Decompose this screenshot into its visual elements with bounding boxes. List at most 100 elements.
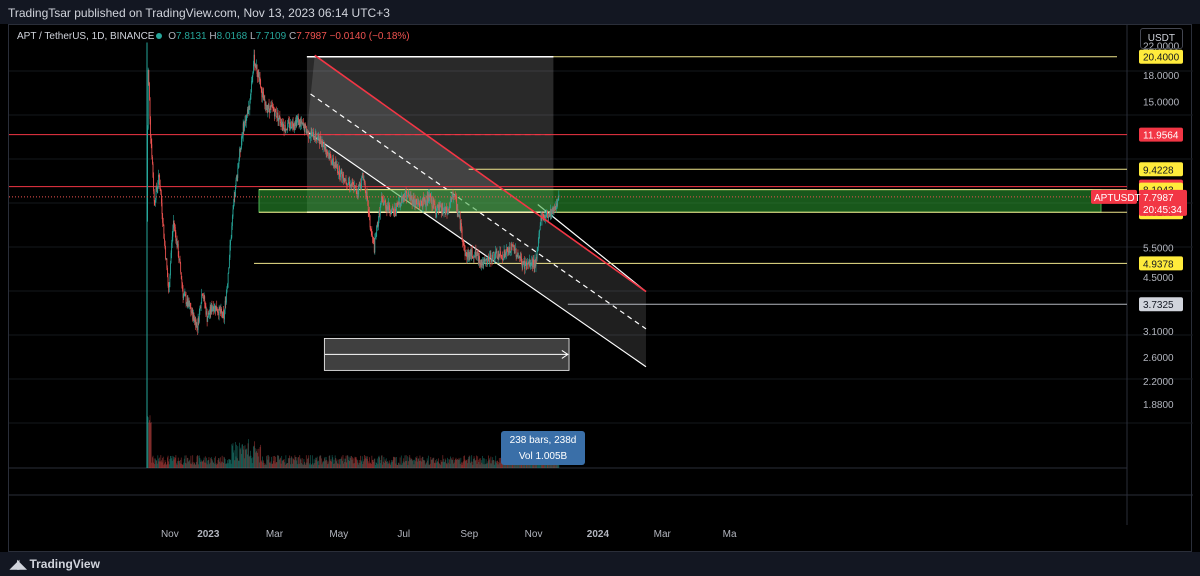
candle-body [201,294,203,295]
candle-body [170,252,172,263]
candle-body [223,313,225,320]
candle-body [200,306,201,309]
volume-bar [180,457,182,468]
candle-body [224,300,226,311]
volume-bar [495,462,497,468]
candle-body [397,201,399,206]
candle-body [284,124,286,132]
volume-bar [366,459,368,468]
volume-bar [525,462,527,468]
volume-bar [289,458,291,468]
price-chart[interactable]: 22.0000 18.0000 15.0000 5.5000 4.5000 3.1000 2… [9,25,1193,553]
candle-body [488,256,489,262]
candle-body [255,65,257,70]
volume-bar [287,457,289,468]
candle-body [522,262,524,264]
candle-body [197,325,198,331]
candle-body [375,236,377,238]
volume-bar [286,463,288,468]
volume-bar [257,452,259,468]
candle-body [200,303,202,309]
candle-body [361,177,363,187]
volume-bar [265,464,267,468]
candle-body [399,202,400,204]
price-label-box [1139,49,1183,64]
candle-body [515,248,517,257]
candle-body [260,79,262,88]
candle-body [253,64,254,73]
volume-bar [439,464,441,468]
channel-lower-line [306,131,647,368]
currency-button[interactable]: USDT [1139,28,1183,49]
candle-body [155,187,157,201]
volume-bar [197,455,198,468]
volume-bar [179,460,180,468]
brand-name: TradingView [29,557,100,571]
volume-bar [182,464,183,468]
candle-body [412,203,414,205]
candle-body [334,164,335,168]
volume-bar [197,455,199,468]
candle-body [243,122,245,131]
candle-body [432,199,434,209]
volume-bar [405,455,407,468]
candle-body [268,104,270,109]
candle-body [339,176,341,177]
volume-bar [175,455,177,468]
x-tick-label: Mar [654,529,672,540]
candle-body [278,115,280,118]
candle-body [542,214,544,216]
candle-body [525,261,527,265]
volume-bar [219,461,221,468]
volume-bar [449,459,450,468]
volume-bar [155,460,157,468]
candle-body [188,300,190,307]
candle-body [405,189,406,197]
candle-body [413,197,415,205]
price-label-box [1139,297,1183,312]
volume-bar [406,460,408,468]
volume-bar [303,459,305,468]
candle-body [361,176,363,178]
candle-body [388,203,390,210]
volume-bar [557,464,559,468]
candle-body [509,246,510,254]
candle-body [414,200,416,206]
volume-bar [147,416,149,468]
x-tick-label: Ma [723,529,737,540]
y-tick-label: 3.1000 [1143,327,1174,338]
volume-bar [461,464,463,468]
candle-body [284,124,286,132]
volume-bar [320,455,322,468]
volume-bar [466,460,468,468]
candle-body [190,308,192,313]
candle-body [484,259,486,262]
candle-body [198,310,200,322]
volume-bar [335,458,337,468]
brand[interactable]: ◢◣ TradingView [10,557,100,571]
candle-body [546,210,548,215]
volume-bar [332,457,334,468]
volume-bar [164,463,165,468]
volume-bar [469,456,471,468]
candle-body [292,121,294,127]
volume-bar [556,462,558,468]
volume-bar [385,461,387,468]
volume-bar [295,457,296,468]
candle-body [551,210,553,213]
chart-area[interactable]: 22.0000 18.0000 15.0000 5.5000 4.5000 3.1000 2… [8,24,1193,553]
candle-body [409,195,411,200]
candle-body [224,310,225,320]
volume-bar [265,464,266,468]
candle-body [369,212,370,216]
volume-bar [445,463,447,468]
volume-bar [336,459,338,468]
volume-bar [158,458,159,468]
candle-body [298,119,300,125]
candle-body [404,196,406,200]
candle-body [218,306,220,316]
volume-bar [372,459,373,468]
candle-body [319,136,321,145]
volume-bar [441,461,442,468]
volume-bar [376,458,378,468]
